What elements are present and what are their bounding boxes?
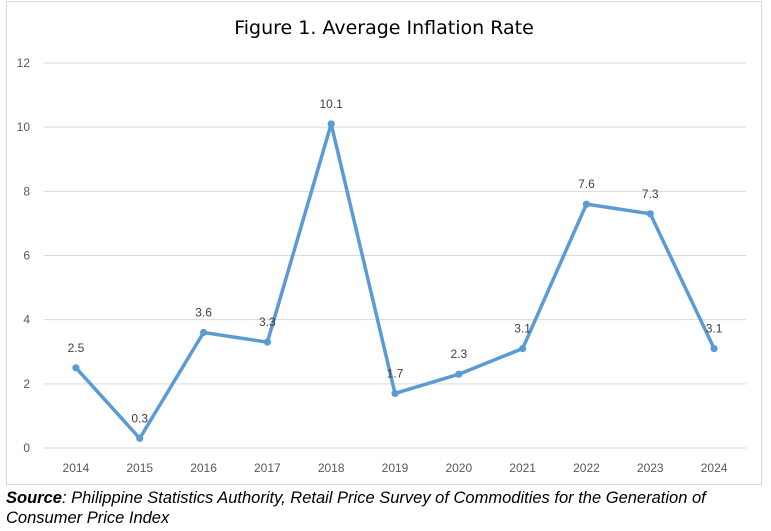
x-tick-label: 2016 — [190, 461, 217, 475]
y-tick-label: 8 — [23, 184, 30, 198]
y-tick-label: 12 — [17, 56, 31, 70]
data-point — [199, 328, 208, 337]
source-label: Source — [6, 489, 62, 507]
x-tick-label: 2024 — [701, 461, 728, 475]
y-tick-label: 10 — [17, 120, 31, 134]
data-label: 2.3 — [450, 347, 467, 361]
data-point — [391, 389, 399, 398]
data-label: 7.6 — [578, 177, 595, 191]
x-tick-label: 2021 — [509, 461, 536, 475]
data-label: 3.1 — [706, 322, 723, 336]
y-axis-tick-labels: 0 2 4 6 8 10 12 — [17, 56, 31, 455]
data-point — [710, 344, 718, 353]
inflation-series — [72, 120, 718, 442]
y-tick-label: 4 — [23, 313, 30, 327]
x-tick-label: 2015 — [126, 461, 153, 475]
data-label: 1.7 — [387, 366, 404, 380]
chart-title: Figure 1. Average Inflation Rate — [234, 17, 534, 39]
data-point — [72, 364, 80, 372]
x-tick-label: 2014 — [63, 461, 90, 475]
data-label: 3.1 — [514, 322, 531, 336]
x-tick-label: 2020 — [445, 461, 472, 475]
x-tick-label: 2022 — [573, 461, 600, 475]
data-label: 3.3 — [259, 315, 276, 329]
source-note: Source: Philippine Statistics Authority,… — [6, 488, 766, 528]
y-tick-label: 0 — [23, 441, 30, 455]
data-point — [455, 370, 463, 378]
data-label: 7.3 — [642, 187, 659, 201]
x-tick-label: 2023 — [637, 461, 664, 475]
data-point — [582, 200, 591, 208]
data-point — [263, 338, 271, 346]
y-tick-label: 2 — [23, 377, 30, 391]
data-labels: 2.5 0.3 3.6 3.3 10.1 1.7 2.3 3.1 7.6 7.3 3.1 — [68, 97, 723, 425]
chart-frame: Figure 1. Average Inflation Rate — [6, 1, 762, 485]
data-label: 10.1 — [320, 97, 344, 111]
y-tick-label: 6 — [23, 249, 30, 263]
data-point — [646, 210, 654, 218]
data-point — [327, 120, 335, 128]
x-axis-tick-labels: 2014 2015 2016 2017 2018 2019 2020 2021 2022 2023… — [63, 461, 728, 475]
data-label: 2.5 — [68, 341, 85, 355]
data-label: 3.6 — [195, 306, 212, 320]
gridlines — [44, 62, 746, 449]
data-point — [519, 344, 527, 353]
x-tick-label: 2019 — [382, 461, 409, 475]
x-tick-label: 2018 — [318, 461, 345, 475]
data-point — [136, 434, 144, 442]
source-text: : Philippine Statistics Authority, Retai… — [6, 489, 706, 527]
x-tick-label: 2017 — [254, 461, 281, 475]
data-label: 0.3 — [131, 411, 148, 425]
